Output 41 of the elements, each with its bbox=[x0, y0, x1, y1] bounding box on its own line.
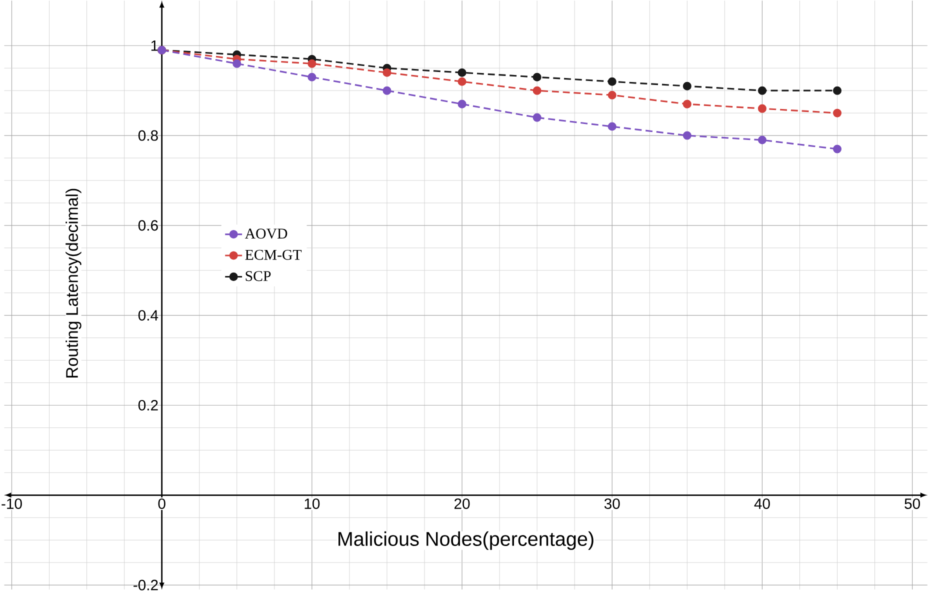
point bbox=[308, 72, 316, 82]
point bbox=[458, 77, 466, 86]
point bbox=[382, 86, 392, 95]
y-tick-label: 0.4 bbox=[138, 310, 158, 320]
point bbox=[758, 104, 766, 113]
point bbox=[608, 77, 616, 86]
point bbox=[832, 108, 842, 118]
legend-label: ECM-GT bbox=[245, 250, 302, 260]
point bbox=[532, 72, 542, 82]
y-tick-label: -0.2 bbox=[134, 580, 158, 590]
legend-label: AOVD bbox=[244, 228, 288, 239]
point bbox=[458, 68, 466, 77]
x-tick-label: 50 bbox=[904, 498, 920, 509]
point bbox=[682, 82, 692, 90]
point bbox=[232, 59, 242, 68]
y-tick-label: 1 bbox=[151, 40, 158, 51]
point bbox=[682, 100, 692, 108]
point bbox=[832, 144, 842, 154]
point bbox=[382, 68, 392, 77]
y-tick-label: 0.6 bbox=[138, 220, 158, 231]
point bbox=[532, 113, 542, 122]
x-axis-title: Malicious Nodes(percentage) bbox=[338, 531, 594, 550]
point bbox=[308, 59, 316, 68]
point bbox=[458, 100, 466, 108]
point bbox=[608, 90, 616, 100]
y-tick-label: 0.2 bbox=[138, 400, 158, 410]
point bbox=[758, 86, 766, 95]
point bbox=[758, 136, 766, 144]
x-tick-label: 10 bbox=[304, 498, 320, 509]
x-tick-label: 20 bbox=[454, 498, 470, 509]
point bbox=[682, 131, 692, 140]
point bbox=[532, 86, 542, 95]
x-tick-label: 30 bbox=[604, 498, 620, 509]
point bbox=[608, 122, 616, 131]
point bbox=[832, 86, 842, 95]
legend-label: SCP bbox=[246, 270, 271, 281]
x-tick-label: 40 bbox=[754, 498, 770, 509]
y-tick-label: 0.8 bbox=[138, 130, 158, 141]
x-tick-label: -10 bbox=[2, 498, 22, 509]
x-tick-label: 0 bbox=[158, 498, 166, 509]
y-axis-title: Routing Latency(decimal) bbox=[66, 188, 82, 378]
